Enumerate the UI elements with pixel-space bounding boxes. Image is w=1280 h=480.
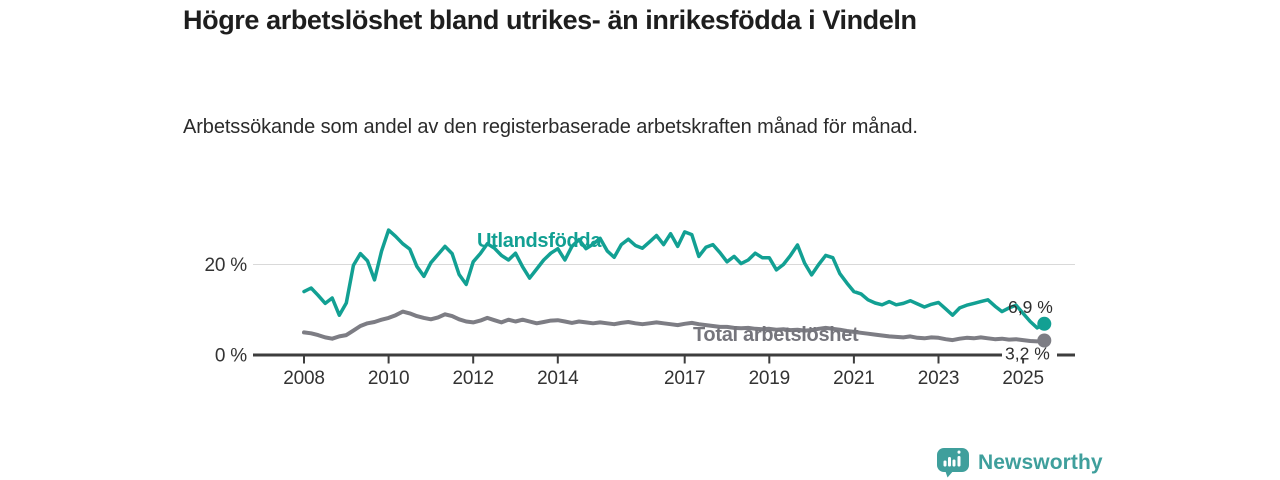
end-label-backing <box>1002 346 1057 358</box>
x-axis-tick-label: 2008 <box>283 368 324 389</box>
x-axis-tick-label: 2025 <box>1002 368 1043 389</box>
x-axis-tick-label: 2014 <box>537 368 579 389</box>
x-axis-tick-label: 2019 <box>749 368 790 389</box>
series-end-dot-utlandsfodda <box>1037 316 1052 331</box>
series-end-dot-total <box>1037 333 1052 348</box>
newsworthy-brand-name: Newsworthy <box>978 451 1103 474</box>
series-label-utlandsfodda: Utlandsfödda <box>477 230 602 252</box>
series-end-value-utlandsfodda: 6,9 % <box>1008 297 1053 317</box>
series-label-total: Total arbetslöshet <box>693 324 859 346</box>
y-axis-tick-label: 0 % <box>215 346 247 367</box>
x-axis-tick-label: 2021 <box>833 368 874 389</box>
series-line-total <box>302 309 1047 344</box>
series-end-value-total: 3,2 % <box>1005 344 1050 364</box>
x-axis-tick-label: 2010 <box>368 368 409 389</box>
series-line-utlandsfodda <box>302 228 1047 330</box>
chart-subtitle: Arbetssökande som andel av den registerb… <box>183 116 918 138</box>
chart-title: Högre arbetslöshet bland utrikes- än inr… <box>183 5 917 35</box>
x-axis-tick-label: 2023 <box>918 368 959 389</box>
x-axis-tick-label: 2017 <box>664 368 705 389</box>
y-axis-tick-label: 20 % <box>204 255 247 276</box>
newsworthy-brand: Newsworthy <box>936 446 1103 480</box>
newsworthy-logo-icon <box>937 448 969 478</box>
x-axis-tick-label: 2012 <box>452 368 493 389</box>
